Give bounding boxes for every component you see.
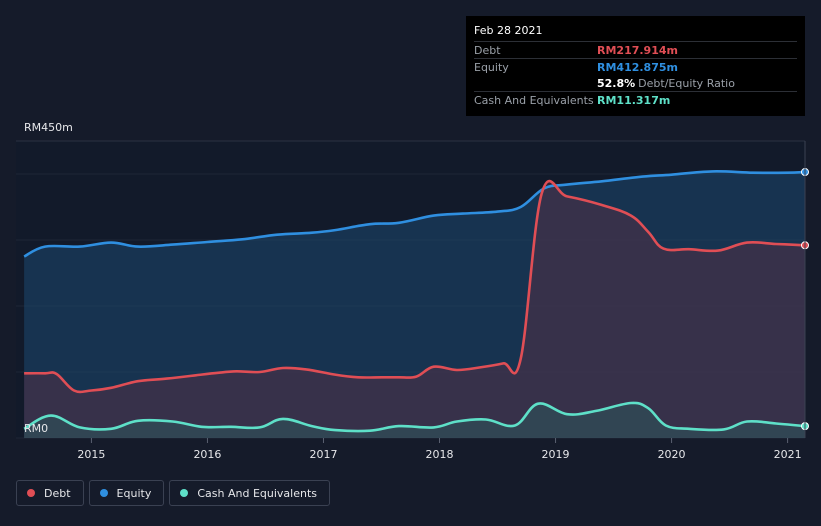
chart-legend: Debt Equity Cash And Equivalents [16, 480, 330, 506]
data-tooltip: Feb 28 2021 Debt RM217.914m Equity RM412… [466, 16, 805, 116]
tooltip-ratio-value: 52.8% [597, 76, 636, 90]
cash-and-equivalents-line [23, 401, 806, 433]
tooltip-debt-label: Debt [474, 43, 501, 57]
x-tick-label: 2018 [426, 448, 454, 461]
tooltip-date: Feb 28 2021 [474, 24, 543, 37]
tooltip-row-debt: Debt RM217.914m [474, 41, 797, 58]
series-lines [23, 170, 806, 433]
x-tick-label: 2019 [542, 448, 570, 461]
debt-line [24, 179, 806, 394]
y-axis-bottom-label: RM0 [24, 422, 48, 435]
x-tick-label: 2017 [309, 448, 337, 461]
tooltip-equity-label: Equity [474, 60, 509, 74]
legend-debt-label: Debt [44, 486, 71, 500]
debt-dot-icon [27, 489, 35, 497]
tooltip-cash-label: Cash And Equivalents [474, 93, 594, 107]
tooltip-equity-value: RM412.875m [597, 60, 678, 74]
x-tick-label: 2016 [193, 448, 221, 461]
tooltip-row-ratio: 52.8% Debt/Equity Ratio [474, 75, 797, 91]
legend-item-cash[interactable]: Cash And Equivalents [169, 480, 330, 506]
x-tick-label: 2021 [774, 448, 802, 461]
cash-dot-icon [180, 489, 189, 497]
tooltip-row-cash: Cash And Equivalents RM11.317m [474, 91, 797, 108]
tooltip-ratio-label: Debt/Equity Ratio [638, 76, 735, 90]
legend-equity-label: Equity [116, 486, 152, 500]
tooltip-debt-value: RM217.914m [597, 43, 678, 57]
y-axis-top-label: RM450m [24, 121, 73, 134]
cash-and-equivalents-area [24, 402, 805, 438]
legend-cash-label: Cash And Equivalents [197, 486, 317, 500]
x-tick-label: 2020 [658, 448, 686, 461]
equity-line [23, 170, 806, 258]
x-tick-label: 2015 [77, 448, 105, 461]
equity-dot-icon [99, 489, 108, 497]
legend-item-debt[interactable]: Debt [16, 480, 84, 506]
tooltip-row-equity: Equity RM412.875m [474, 58, 797, 75]
x-axis-ticks: 2015 2016 2017 2018 2019 2020 2021 [77, 438, 802, 461]
legend-item-equity[interactable]: Equity [88, 480, 165, 506]
tooltip-cash-value: RM11.317m [597, 93, 671, 107]
equity-area [24, 171, 805, 439]
